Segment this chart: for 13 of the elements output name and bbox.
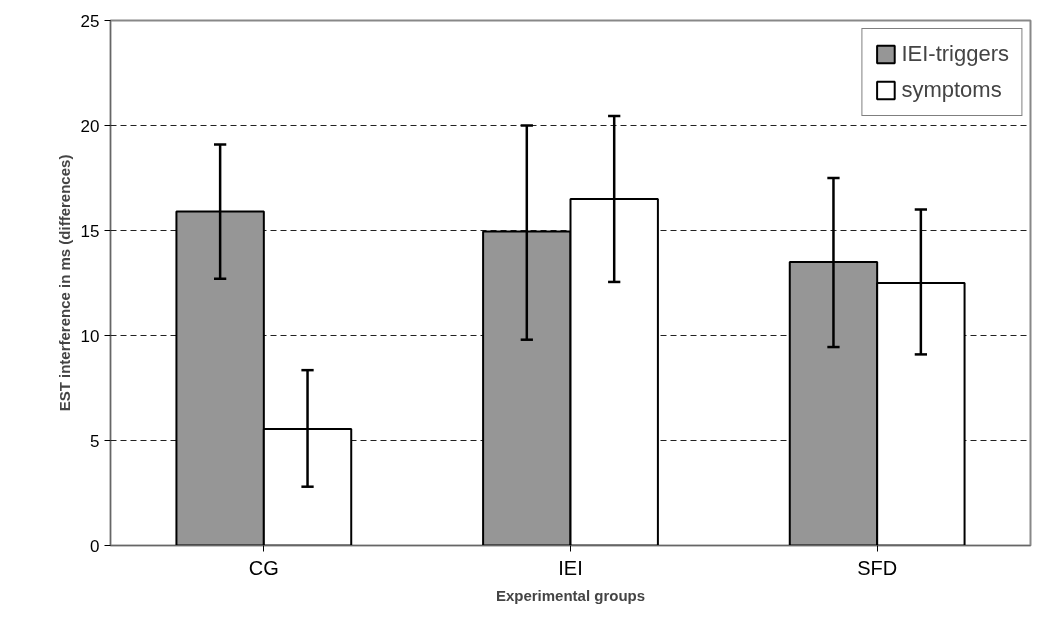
y-tick-label: 10: [80, 326, 100, 346]
x-tick-label: CG: [248, 556, 279, 579]
legend-label: symptoms: [901, 77, 1002, 103]
y-axis-title: EST interference in ms (differences): [55, 154, 73, 412]
y-tick-label: 0: [90, 536, 100, 556]
y-tick-label: 25: [80, 11, 100, 31]
x-axis-title: Experimental groups: [495, 586, 646, 604]
x-tick-label: IEI: [558, 556, 583, 579]
y-tick-label: 20: [80, 116, 100, 136]
y-tick-label: 5: [90, 431, 100, 451]
legend-label: IEI-triggers: [901, 41, 1009, 67]
y-tick-label: 15: [80, 221, 100, 241]
x-tick-label: SFD: [857, 556, 898, 579]
